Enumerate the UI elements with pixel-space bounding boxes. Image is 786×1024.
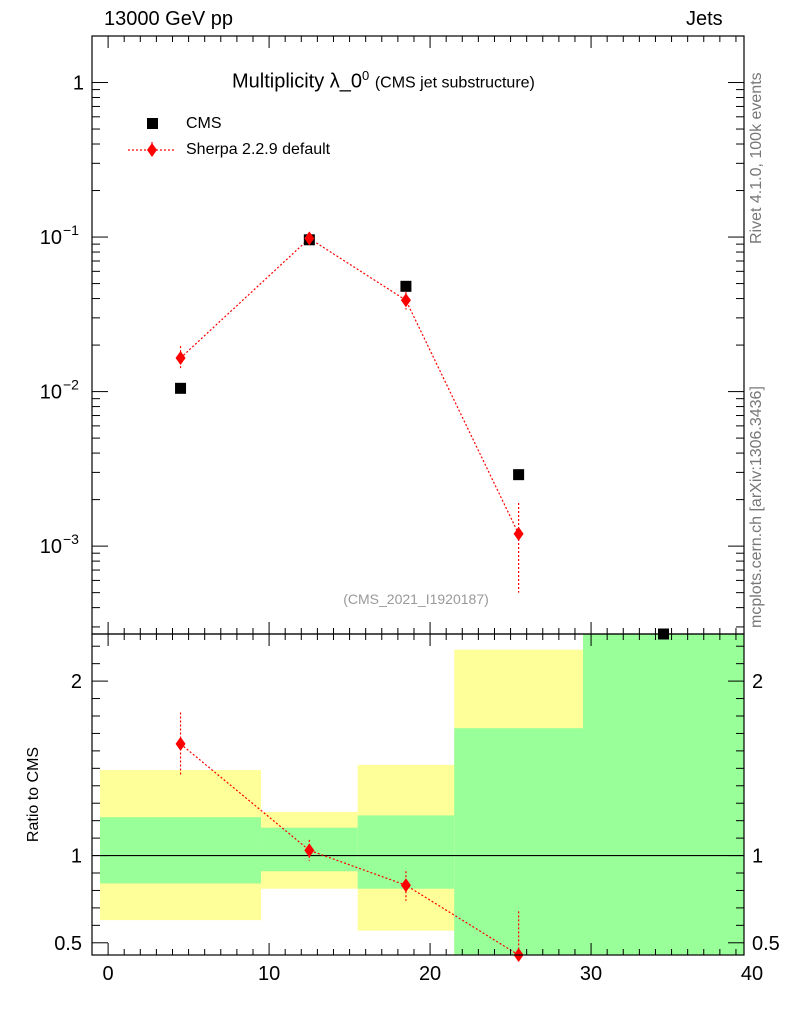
chart-title-main: Multiplicity λ_0 (232, 70, 363, 93)
y-tick-label-ratio-r-2: 0.5 (752, 933, 780, 955)
y-tick-exp-main-2: −2 (63, 377, 79, 393)
sherpa-point-main-1 (304, 231, 315, 246)
legend-label-sherpa: Sherpa 2.2.9 default (186, 141, 331, 158)
x-tick-label-10: 10 (258, 963, 280, 985)
legend-label-cms: CMS (186, 115, 222, 132)
ratio-band-inner-2 (357, 815, 455, 889)
y-tick-label-ratio-r-1: 1 (752, 846, 763, 868)
ratio-ylabel: Ratio to CMS (25, 747, 42, 842)
sherpa-point-ratio-1 (304, 843, 315, 858)
cms-point-3 (513, 469, 525, 481)
sherpa-point-main-0 (175, 350, 186, 365)
chart-title-sup: 0 (362, 68, 370, 83)
y-tick-exp-main-3: −3 (63, 531, 79, 547)
sherpa-line-ratio (180, 743, 519, 956)
energy-label: 13000 GeV pp (104, 8, 233, 30)
rivet-label: Rivet 4.1.0, 100k events (748, 72, 765, 244)
y-tick-label-ratio-l-0: 2 (71, 671, 82, 693)
chart-title-sub: (CMS jet substructure) (374, 74, 535, 92)
analysis-label: (CMS_2021_I1920187) (343, 591, 489, 607)
cms-point-2 (400, 280, 412, 292)
y-tick-label-main-0: 1 (73, 73, 84, 95)
x-tick-label-30: 30 (580, 963, 602, 985)
cms-point-0 (175, 382, 187, 394)
legend-marker-sherpa (147, 143, 157, 157)
mcplots-label: mcplots.cern.ch [arXiv:1306.3436] (748, 386, 765, 628)
ratio-frame (91, 633, 745, 956)
process-label: Jets (686, 8, 723, 30)
sherpa-point-main-2 (400, 293, 411, 308)
y-tick-exp-main-1: −1 (63, 222, 79, 238)
y-tick-label-ratio-r-0: 2 (752, 671, 763, 693)
y-tick-label-ratio-l-1: 1 (71, 846, 82, 868)
sherpa-point-ratio-2 (400, 878, 411, 893)
y-tick-label-main-3: 10 (40, 536, 62, 558)
y-tick-label-ratio-l-2: 0.5 (54, 933, 82, 955)
chart-title: Multiplicity λ_00 (CMS jet substructure) (232, 68, 535, 94)
y-tick-label-main-2: 10 (40, 382, 62, 404)
ratio-band-inner-4 (583, 634, 744, 955)
sherpa-point-ratio-0 (175, 736, 186, 751)
sherpa-point-main-3 (513, 526, 524, 541)
x-tick-label-40: 40 (741, 963, 763, 985)
y-tick-label-main-1: 10 (40, 227, 62, 249)
x-tick-label-0: 0 (103, 963, 114, 985)
ratio-band-inner-0 (100, 817, 262, 884)
legend-marker-cms (147, 118, 158, 129)
sherpa-line-main (180, 237, 520, 535)
x-tick-label-20: 20 (419, 963, 441, 985)
